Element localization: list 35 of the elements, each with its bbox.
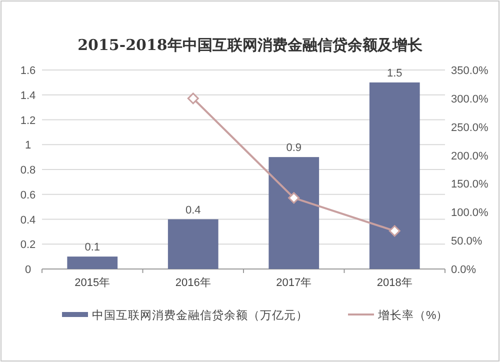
- data-label: 0.9: [286, 142, 302, 154]
- y-tick-label: 0: [24, 264, 32, 276]
- bar: [168, 219, 218, 269]
- x-tick-label: 2015年: [74, 277, 110, 289]
- x-tick-label: 2018年: [376, 277, 412, 289]
- y2-tick-label: 300.0%: [451, 93, 489, 106]
- y2-tick-label: 0.0%: [451, 264, 476, 276]
- y2-tick-label: 200.0%: [451, 150, 489, 162]
- y-tick-label: 1.4: [20, 90, 36, 102]
- y-tick-label: 0.4: [20, 214, 36, 226]
- bar: [369, 82, 420, 269]
- y2-tick-label: 250.0%: [451, 122, 489, 134]
- y-tick-label: 0.6: [20, 189, 36, 202]
- bar: [268, 157, 320, 269]
- x-tick-label: 2016年: [175, 277, 211, 289]
- y2-tick-label: 150.0%: [451, 178, 489, 191]
- y2-tick-label: 50.0%: [451, 236, 482, 248]
- point: [288, 192, 300, 204]
- y-tick-label: 1.6: [20, 65, 36, 77]
- y-tick-label: 1.2: [20, 114, 36, 127]
- legend-label: 增长率（%）: [377, 308, 448, 322]
- y-tick-label: 0.2: [20, 239, 36, 252]
- y-tick-label: 1: [24, 140, 32, 152]
- legend-label: 中国互联网消费金融信贷余额（万亿元）: [92, 308, 308, 322]
- data-label: 0.4: [185, 204, 201, 216]
- y2-tick-label: 100.0%: [451, 207, 489, 220]
- bar: [67, 256, 118, 269]
- point: [187, 92, 199, 104]
- data-label: 0.1: [84, 242, 100, 254]
- y2-tick-label: 350.0%: [451, 65, 489, 77]
- point: [388, 225, 400, 237]
- y-tick-label: 0.8: [20, 164, 36, 176]
- data-label: 1.5: [386, 67, 402, 80]
- chart-title: 2015-2018年中国互联网消费金融信贷余额及增长: [78, 36, 424, 54]
- x-tick-label: 2017年: [276, 277, 312, 289]
